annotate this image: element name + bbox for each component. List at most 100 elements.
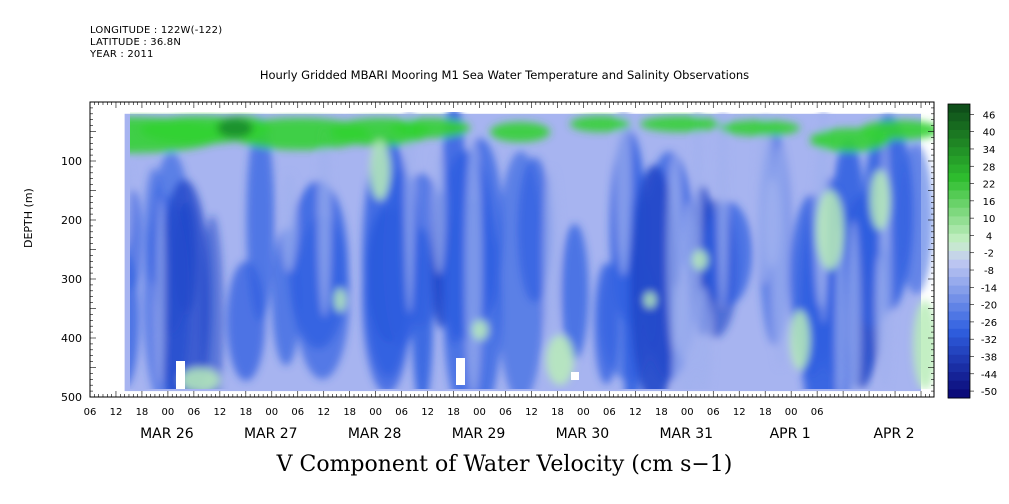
colorbar-label: -8	[984, 266, 994, 277]
colorbar-label: -32	[981, 335, 997, 346]
missing-data-gap	[571, 372, 579, 380]
x-tick-label: 18	[136, 407, 149, 418]
x-tick-label: 12	[525, 407, 538, 418]
negative-blob	[495, 151, 546, 389]
pale-streak	[317, 123, 332, 317]
positive-surface-blob	[640, 116, 720, 132]
x-tick-label: 12	[317, 407, 330, 418]
colorbar-label: 4	[986, 231, 992, 242]
pale-streak	[771, 145, 789, 368]
chart-title: Hourly Gridded MBARI Mooring M1 Sea Wate…	[259, 68, 750, 82]
x-tick-label: 00	[473, 407, 486, 418]
colorbar-label: 16	[983, 197, 996, 208]
pale-streak	[156, 198, 166, 383]
colorbar-cell	[948, 181, 970, 191]
pale-streak	[694, 112, 702, 334]
y-tick-label: 400	[61, 332, 82, 345]
colorbar-cell	[948, 337, 970, 347]
colorbar-cell	[948, 207, 970, 217]
colorbar-label: -38	[981, 352, 997, 363]
weak-positive-blob	[870, 170, 890, 230]
colorbar-cell	[948, 225, 970, 235]
x-tick-label: 06	[603, 407, 616, 418]
colorbar-cell	[948, 112, 970, 122]
pale-streak	[130, 178, 132, 229]
x-tick-label: 00	[785, 407, 798, 418]
x-tick-label: 00	[369, 407, 382, 418]
y-tick-label: 300	[61, 273, 82, 286]
colorbar-cell	[948, 268, 970, 278]
weak-positive-blob	[334, 288, 346, 312]
x-tick-label: 18	[655, 407, 668, 418]
x-tick-label: 06	[84, 407, 97, 418]
missing-data-gap	[456, 358, 465, 385]
x-date-label: MAR 30	[556, 426, 610, 442]
y-tick-label: 100	[61, 155, 82, 168]
colorbar-cell	[948, 190, 970, 200]
colorbar-cell	[948, 389, 970, 399]
positive-surface-blob	[390, 118, 470, 138]
colorbar-cell	[948, 129, 970, 140]
positive-surface-blob	[570, 116, 630, 132]
colorbar-label: -26	[981, 318, 997, 329]
colorbar-cell	[948, 147, 970, 157]
positive-surface-blob	[720, 120, 800, 136]
colorbar-cell	[948, 354, 970, 364]
colorbar-cell	[948, 276, 970, 287]
colorbar-cell	[948, 363, 970, 373]
colorbar-cell	[948, 372, 970, 382]
colorbar-label: -20	[981, 301, 997, 312]
heatmap-blobs	[130, 112, 934, 389]
x-tick-label: 00	[681, 407, 694, 418]
pale-streak	[281, 173, 298, 273]
weak-positive-blob	[546, 335, 574, 385]
positive-surface-blob	[860, 120, 934, 140]
weak-positive-blob	[692, 250, 708, 270]
x-tick-label: 18	[343, 407, 356, 418]
weak-positive-blob	[370, 140, 390, 200]
colorbar-cell	[948, 294, 970, 304]
weak-positive-blob	[913, 300, 934, 389]
x-tick-label: 12	[110, 407, 123, 418]
x-tick-label: 06	[291, 407, 304, 418]
colorbar-cell	[948, 104, 970, 114]
colorbar-label: 40	[983, 128, 996, 139]
x-date-label: MAR 29	[452, 426, 506, 442]
pale-streak	[717, 112, 728, 308]
colorbar-cell	[948, 328, 970, 338]
pale-streak	[846, 220, 861, 389]
weak-positive-blob	[180, 368, 220, 389]
heatmap-field	[124, 112, 934, 392]
x-tick-label: 06	[188, 407, 201, 418]
x-tick-label: 06	[499, 407, 512, 418]
colorbar-cell	[948, 216, 970, 226]
pale-streak	[464, 139, 483, 389]
x-tick-label: 12	[733, 407, 746, 418]
colorbar-cell	[948, 346, 970, 356]
negative-blob	[246, 117, 275, 322]
colorbar-label: 34	[983, 145, 996, 156]
colorbar-label: -44	[981, 370, 997, 381]
missing-data-gap	[176, 361, 185, 389]
negative-blob	[630, 165, 679, 389]
x-tick-label: 18	[447, 407, 460, 418]
colorbar-cell	[948, 155, 970, 166]
weak-positive-blob	[472, 320, 488, 340]
positive-surface-blob	[490, 122, 550, 142]
colorbar-cell	[948, 199, 970, 209]
x-tick-label: 12	[421, 407, 434, 418]
negative-blob	[898, 143, 934, 295]
year-label: YEAR : 2011	[90, 49, 154, 60]
x-tick-label: 12	[629, 407, 642, 418]
axes: 06 12 18 00 06 12 18 00 06 12 18 00 06 12 18 00 06 12 18 00…	[61, 101, 935, 442]
y-tick-label: 200	[61, 214, 82, 227]
weak-positive-blob	[644, 292, 656, 308]
colorbar-label: 28	[983, 162, 996, 173]
negative-blob	[560, 223, 589, 360]
colorbar-cell	[948, 138, 970, 148]
colorbar-cell	[948, 251, 970, 261]
colorbar-label: -14	[981, 283, 997, 294]
pale-streak	[835, 226, 846, 389]
